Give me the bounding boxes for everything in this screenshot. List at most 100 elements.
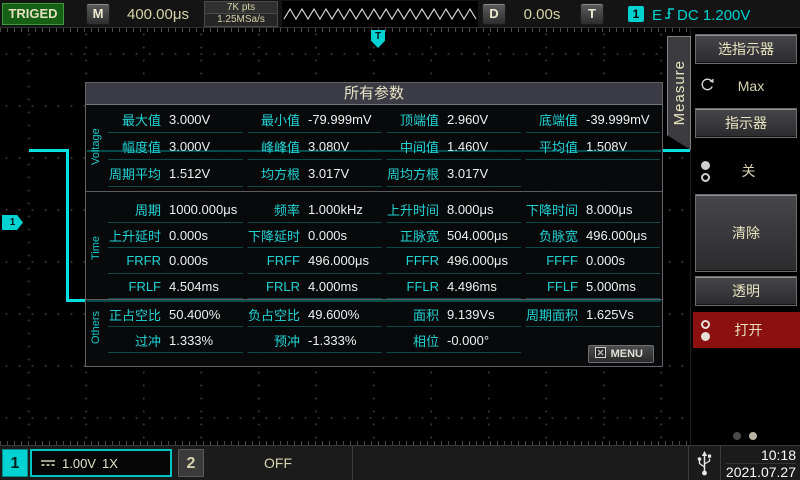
indicator-type-item[interactable]: Max bbox=[693, 70, 800, 102]
param-value: 504.000μs bbox=[447, 227, 508, 243]
param-cell: 正脉宽 504.000μs bbox=[386, 224, 521, 248]
param-cell: FRFR 0.000s bbox=[108, 249, 243, 274]
param-label: FFLR bbox=[406, 278, 440, 294]
param-label: 底端值 bbox=[538, 113, 578, 128]
param-value: 1.508V bbox=[586, 139, 628, 154]
ch1-trace-high-left bbox=[29, 149, 67, 152]
param-value: 0.000s bbox=[586, 253, 626, 269]
param-value: 1000.000μs bbox=[168, 202, 238, 218]
param-row: 周期平均 1.512V 均方根 3.017V 周均方根 3.017V bbox=[106, 160, 662, 187]
ch1-position-marker[interactable]: 1 bbox=[2, 215, 23, 230]
horizontal-menu-button[interactable]: M bbox=[86, 3, 110, 25]
param-row: 正占空比 50.400% 负占空比 49.600% 面积 9.139Vs 周期面积 1.625… bbox=[106, 301, 662, 327]
tab-measure[interactable]: Measure bbox=[667, 36, 691, 150]
trigger-menu-button[interactable]: T bbox=[580, 3, 604, 25]
divider bbox=[352, 446, 353, 480]
rotate-knob-icon bbox=[700, 77, 715, 95]
param-cell: 峰峰值 3.080V bbox=[247, 134, 382, 160]
param-value: 9.139Vs bbox=[446, 306, 495, 322]
softkey-menu: 选指示器 Max 指示器 关 清除 透明 打开 bbox=[690, 28, 800, 445]
checkbox-icon bbox=[594, 347, 606, 361]
ch1-settings-box[interactable]: 1.00V 1X bbox=[30, 449, 172, 477]
param-cell: 上升时间 8.000μs bbox=[385, 198, 521, 223]
param-value: 49.600% bbox=[308, 306, 360, 322]
delay-menu-button[interactable]: D bbox=[482, 3, 506, 25]
param-value: 1.460V bbox=[447, 139, 489, 154]
ch1-trace-falling-edge bbox=[66, 149, 69, 302]
param-cell: 过冲 1.333% bbox=[108, 328, 243, 353]
param-cell: FFFF 0.000s bbox=[525, 249, 660, 274]
param-row: 周期 1000.000μs 频率 1.000kHz 上升时间 8.000μs 下降时间 8.0… bbox=[106, 197, 662, 223]
page-dot-icon bbox=[733, 432, 741, 440]
menu-page-indicator bbox=[733, 432, 757, 440]
param-value: 4.504ms bbox=[169, 278, 219, 294]
param-label: FRFR bbox=[126, 253, 161, 269]
radio-group-icon bbox=[701, 319, 710, 341]
param-label: 负占空比 bbox=[247, 307, 300, 323]
param-cell: 平均值 1.508V bbox=[525, 134, 660, 160]
param-value: 2.960V bbox=[447, 112, 489, 127]
param-value: -39.999mV bbox=[586, 112, 650, 127]
param-label: 过冲 bbox=[134, 333, 161, 349]
param-label: 最小值 bbox=[260, 113, 300, 128]
indicator-button[interactable]: 指示器 bbox=[695, 108, 797, 138]
clear-button[interactable]: 清除 bbox=[695, 194, 797, 272]
param-label: 最大值 bbox=[121, 113, 161, 128]
sample-rate: 1.25MSa/s bbox=[217, 14, 265, 25]
display-state-item[interactable]: 打开 bbox=[693, 312, 800, 348]
transparent-button[interactable]: 透明 bbox=[695, 276, 797, 306]
radio-unselected-icon bbox=[701, 172, 710, 182]
trigger-settings-readout: E DC 1.200V bbox=[652, 5, 750, 25]
param-value: 496.000μs bbox=[586, 227, 647, 243]
param-label: 幅度值 bbox=[121, 140, 161, 155]
param-label: FRFF bbox=[266, 253, 300, 269]
clock-block: 10:18 2021.07.27 bbox=[688, 446, 800, 480]
param-cell: 最大值 3.000V bbox=[108, 107, 243, 133]
ch1-trace-low-left bbox=[66, 299, 86, 302]
param-label: 正脉宽 bbox=[399, 228, 439, 244]
all-parameters-dialog: 所有参数 Voltage 最大值 3.000V 最小值 -79.999mV 顶端值 2.96… bbox=[85, 82, 663, 367]
param-value: 3.017V bbox=[447, 166, 489, 181]
param-label: 上升延时 bbox=[108, 228, 161, 244]
param-label: 峰峰值 bbox=[260, 140, 300, 155]
param-label: 顶端值 bbox=[399, 113, 439, 128]
ch2-badge[interactable]: 2 bbox=[178, 449, 204, 477]
param-value: 3.000V bbox=[169, 112, 211, 127]
trigger-status-badge: TRIGED bbox=[2, 3, 64, 25]
ch1-trace-high-right bbox=[658, 149, 690, 152]
ch1-badge[interactable]: 1 bbox=[2, 449, 28, 477]
param-row: 上升延时 0.000s 下降延时 0.000s 正脉宽 504.000μs 负脉宽 496.0… bbox=[106, 223, 662, 248]
section-voltage: Voltage 最大值 3.000V 最小值 -79.999mV 顶端值 2.960V 底端值… bbox=[86, 106, 662, 187]
param-cell: FRLF 4.504ms bbox=[108, 275, 243, 299]
select-indicator-button[interactable]: 选指示器 bbox=[695, 34, 797, 64]
param-value: -79.999mV bbox=[308, 112, 372, 127]
measure-tab-label: Measure bbox=[670, 60, 688, 126]
param-label: FFFF bbox=[546, 253, 578, 269]
param-cell: 预冲 -1.333% bbox=[247, 328, 382, 353]
param-cell: 频率 1.000kHz bbox=[246, 198, 382, 223]
param-value: 1.333% bbox=[169, 332, 214, 348]
indicator-state-item[interactable]: 关 bbox=[693, 154, 800, 188]
section-label: Others bbox=[90, 310, 102, 344]
indicator-type-value: Max bbox=[737, 78, 765, 94]
memory-depth: 7K pts bbox=[205, 2, 277, 14]
param-value: 0.000s bbox=[168, 227, 209, 243]
param-value: 4.496ms bbox=[447, 278, 497, 294]
ch1-scale: 1.00V bbox=[62, 455, 96, 471]
param-value: 8.000μs bbox=[446, 202, 494, 218]
trace-ghost-low bbox=[87, 300, 661, 302]
menu-button[interactable]: MENU bbox=[587, 345, 654, 363]
trigger-type-label: E bbox=[652, 6, 663, 24]
section-label: Time bbox=[90, 235, 102, 261]
param-cell: 均方根 3.017V bbox=[246, 161, 382, 187]
ch2-status[interactable]: OFF bbox=[264, 455, 292, 471]
param-cell: FRFF 496.000μs bbox=[247, 249, 382, 274]
param-cell: 上升延时 0.000s bbox=[108, 224, 243, 248]
param-value: 1.000kHz bbox=[307, 202, 363, 218]
trigger-position-marker[interactable]: T bbox=[371, 30, 385, 48]
status-bar: TRIGED M 400.00μs 7K pts 1.25MSa/s D 0.0… bbox=[0, 0, 800, 28]
clock-time: 10:18 bbox=[760, 447, 796, 463]
param-cell: 幅度值 3.000V bbox=[108, 134, 243, 160]
param-label: FRLF bbox=[128, 278, 162, 294]
